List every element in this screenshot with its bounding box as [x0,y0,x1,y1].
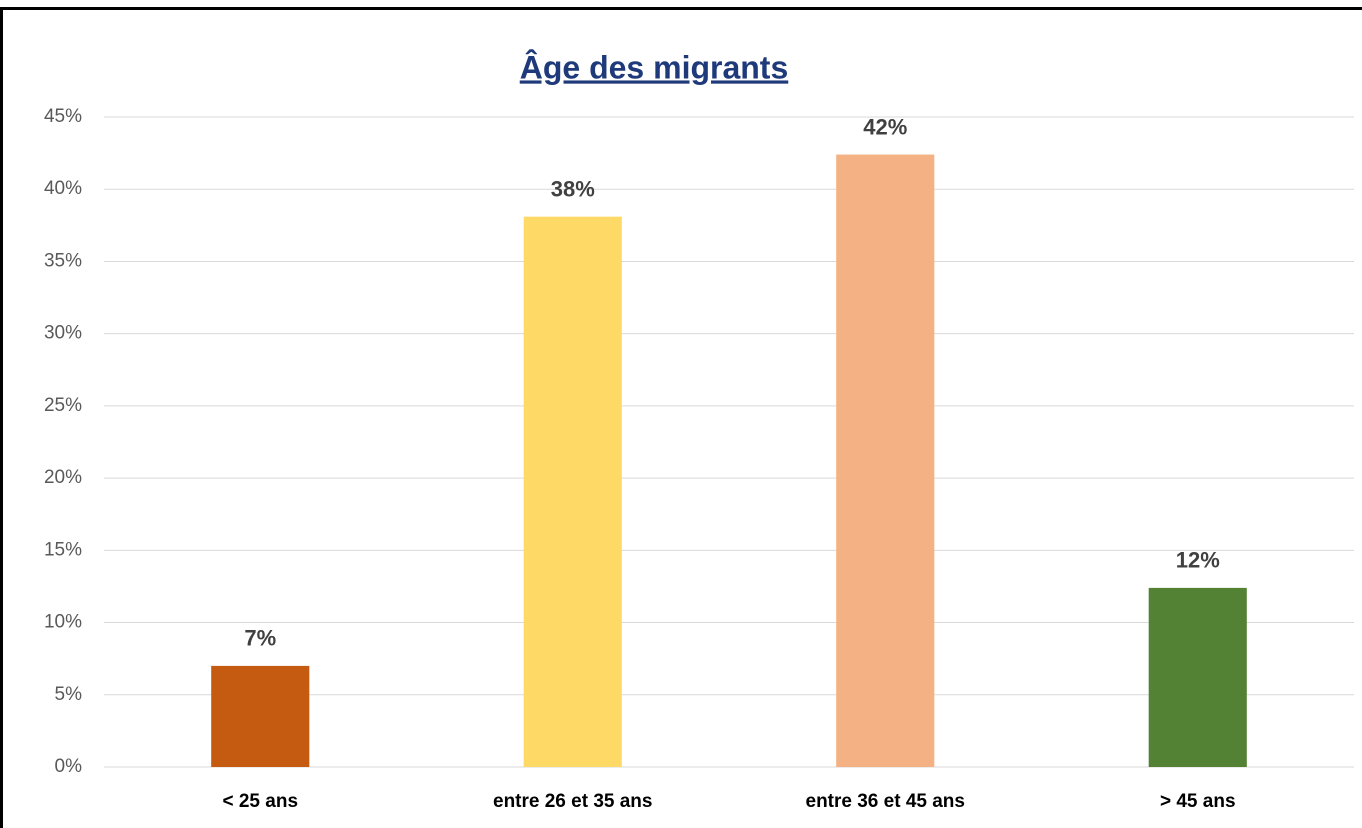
x-tick-label: entre 36 et 45 ans [806,791,965,812]
bar [211,665,310,767]
y-tick-label: 40% [44,178,82,199]
chart-title: Âge des migrants [520,49,789,85]
x-tick-label: entre 26 et 35 ans [493,791,652,812]
y-tick-label: 15% [44,539,82,560]
data-label: 12% [1176,548,1220,573]
y-tick-label: 30% [44,323,82,344]
bar [836,154,935,768]
y-tick-label: 5% [55,684,83,705]
data-label: 42% [863,114,907,139]
y-tick-label: 20% [44,467,82,488]
data-label: 7% [244,626,276,651]
y-tick-label: 25% [44,395,82,416]
bar [1148,587,1247,767]
x-tick-label: > 45 ans [1160,791,1236,812]
y-tick-label: 45% [44,106,82,127]
y-tick-label: 35% [44,250,82,271]
y-tick-label: 10% [44,612,82,633]
data-label: 38% [551,176,595,201]
y-tick-label: 0% [55,756,83,777]
x-tick-label: < 25 ans [222,791,298,812]
chart-border [0,7,1362,828]
bar [523,216,622,767]
